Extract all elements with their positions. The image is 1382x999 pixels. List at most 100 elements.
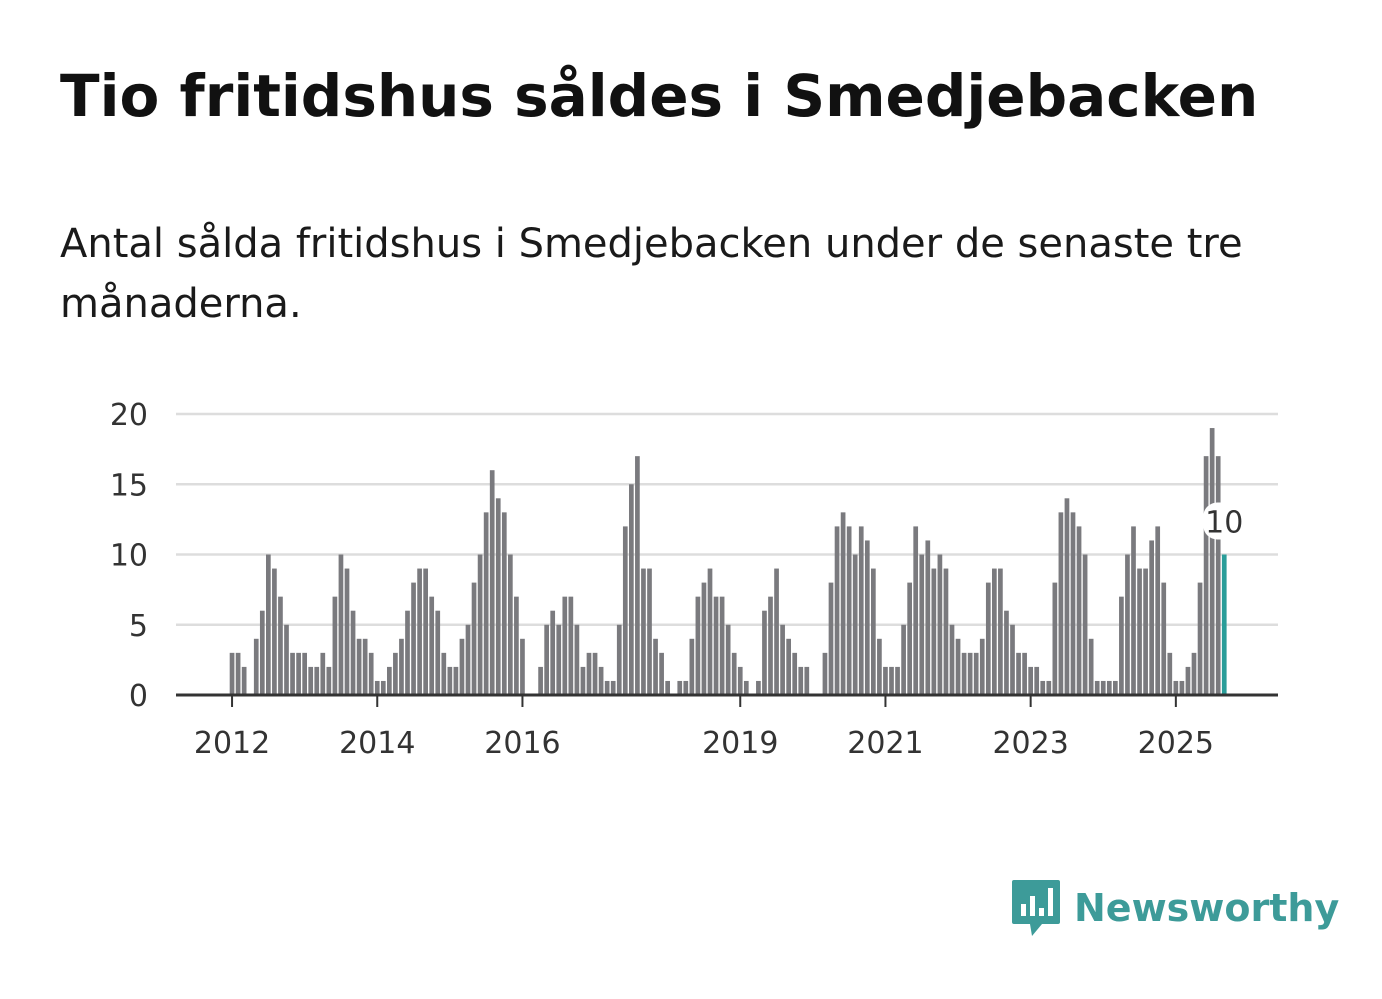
bar — [635, 456, 640, 695]
bar — [598, 666, 604, 695]
bar — [326, 666, 332, 695]
bar — [314, 666, 320, 695]
bar — [259, 610, 265, 695]
bar — [495, 498, 501, 695]
x-tick-label: 2021 — [847, 726, 923, 761]
bar — [604, 680, 610, 695]
bar — [883, 666, 888, 695]
bar — [798, 666, 804, 695]
bar — [1125, 554, 1130, 695]
x-tick-label: 2025 — [1138, 726, 1214, 761]
bar — [955, 638, 961, 695]
bar — [1046, 680, 1052, 695]
bar — [871, 568, 876, 695]
bar — [701, 582, 707, 695]
y-tick-label: 20 — [110, 398, 148, 433]
annotation-background — [1203, 502, 1246, 540]
bar-chart: 0 5 10 15 20 2012 2014 2016 2019 2021 2023 2025 10 — [110, 398, 1278, 761]
bar — [586, 652, 592, 695]
bar — [417, 568, 422, 695]
bar — [1167, 652, 1173, 695]
bar — [713, 596, 719, 695]
bar — [253, 638, 259, 695]
bar — [1058, 512, 1064, 695]
bar — [441, 652, 447, 695]
bar — [241, 666, 247, 695]
bar — [683, 680, 689, 695]
bar-highlight — [1221, 554, 1227, 695]
bar — [489, 470, 495, 695]
bar — [731, 652, 737, 695]
bar — [380, 680, 386, 695]
bar — [967, 652, 973, 695]
bar — [858, 526, 864, 695]
bar — [1215, 456, 1221, 695]
bar — [538, 666, 543, 695]
bar — [1131, 526, 1136, 695]
bar — [1082, 554, 1088, 695]
chart-title: Tio fritidshus såldes i Smedjebacken — [60, 62, 1259, 130]
bar — [992, 568, 997, 695]
bar — [931, 568, 937, 695]
bar — [895, 666, 900, 695]
bar — [1040, 680, 1046, 695]
x-tick-label: 2019 — [702, 726, 778, 761]
bar — [828, 582, 834, 695]
bar — [1052, 582, 1058, 695]
bar — [235, 652, 241, 695]
bar — [973, 652, 979, 695]
axes — [176, 693, 1278, 707]
bar — [786, 638, 791, 695]
bar — [1070, 512, 1076, 695]
bar — [762, 610, 767, 695]
bar — [562, 596, 568, 695]
bar — [907, 582, 912, 695]
bar — [937, 554, 943, 695]
bar — [719, 596, 725, 695]
bar — [756, 680, 761, 695]
bar — [1179, 680, 1185, 695]
bar — [913, 526, 919, 695]
bar — [501, 512, 507, 695]
bar — [592, 652, 598, 695]
bar — [368, 652, 374, 695]
bar — [792, 652, 798, 695]
bar — [483, 512, 489, 695]
bar — [925, 540, 931, 695]
bar — [725, 624, 731, 695]
y-tick-label: 15 — [110, 468, 148, 503]
bar — [707, 568, 713, 695]
bar — [901, 624, 906, 695]
bar — [1088, 638, 1094, 695]
bar — [477, 554, 483, 695]
bar — [889, 666, 894, 695]
bar — [429, 596, 435, 695]
bar — [877, 638, 882, 695]
bar — [1119, 596, 1124, 695]
bar — [1016, 652, 1021, 695]
bars — [229, 428, 1227, 695]
bar — [1113, 680, 1118, 695]
bar — [1100, 680, 1106, 695]
x-tick-label: 2014 — [339, 726, 415, 761]
bar — [979, 638, 985, 695]
y-tick-label: 5 — [129, 609, 148, 644]
bar — [653, 638, 658, 695]
bar — [471, 582, 477, 695]
bar — [1137, 568, 1142, 695]
bar — [852, 554, 858, 695]
bar — [834, 526, 840, 695]
bar — [520, 638, 525, 695]
bar — [574, 624, 580, 695]
bar — [423, 568, 428, 695]
bar — [695, 596, 701, 695]
bar — [302, 652, 307, 695]
bar — [296, 652, 301, 695]
bar — [508, 554, 513, 695]
bar — [580, 666, 586, 695]
bar — [846, 526, 852, 695]
bar — [290, 652, 295, 695]
bar — [556, 624, 562, 695]
bar — [447, 666, 453, 695]
bar — [1034, 666, 1040, 695]
